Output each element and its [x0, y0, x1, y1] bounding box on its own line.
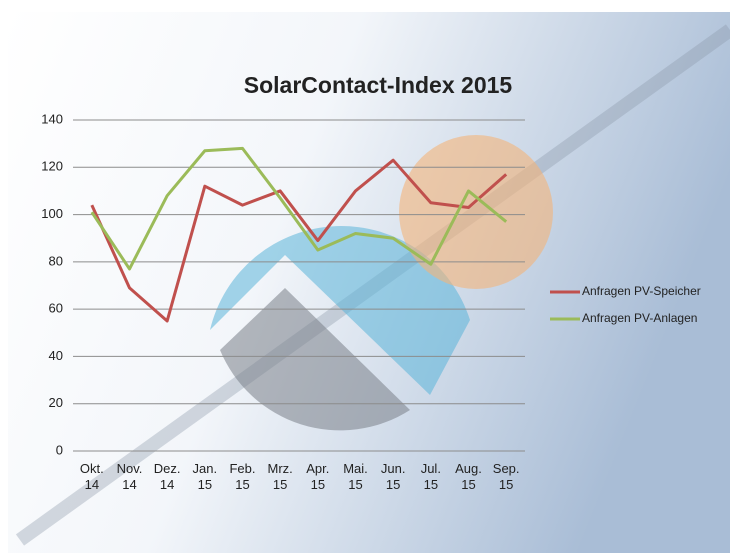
x-tick-label: Jan. 15: [185, 461, 225, 493]
x-tick-label: Okt. 14: [72, 461, 112, 493]
slide: SolarContact-Index 2015 0 20 40 60 80 100 120 1…: [0, 0, 730, 553]
x-tick-label: Dez. 14: [147, 461, 187, 493]
y-tick-label: 20: [49, 395, 63, 410]
x-tick-label: Mrz. 15: [260, 461, 300, 493]
x-tick-label: Apr. 15: [298, 461, 338, 493]
y-tick-label: 0: [56, 442, 63, 457]
y-tick-label: 80: [49, 253, 63, 268]
y-tick-label: 40: [49, 348, 63, 363]
x-tick-label: Feb. 15: [223, 461, 263, 493]
legend-label: Anfragen PV-Speicher: [582, 284, 701, 298]
x-tick-label: Nov. 14: [110, 461, 150, 493]
y-tick-label: 60: [49, 301, 63, 316]
y-tick-label: 120: [41, 159, 63, 174]
legend-label: Anfragen PV-Anlagen: [582, 311, 697, 325]
x-tick-label: Jun. 15: [373, 461, 413, 493]
x-tick-label: Jul. 15: [411, 461, 451, 493]
x-tick-label: Mai. 15: [336, 461, 376, 493]
decor-orange: [399, 135, 553, 289]
y-tick-label: 100: [41, 206, 63, 221]
x-tick-label: Sep. 15: [486, 461, 526, 493]
x-tick-label: Aug. 15: [449, 461, 489, 493]
chart-title: SolarContact-Index 2015: [244, 72, 513, 98]
y-tick-label: 140: [41, 111, 63, 126]
